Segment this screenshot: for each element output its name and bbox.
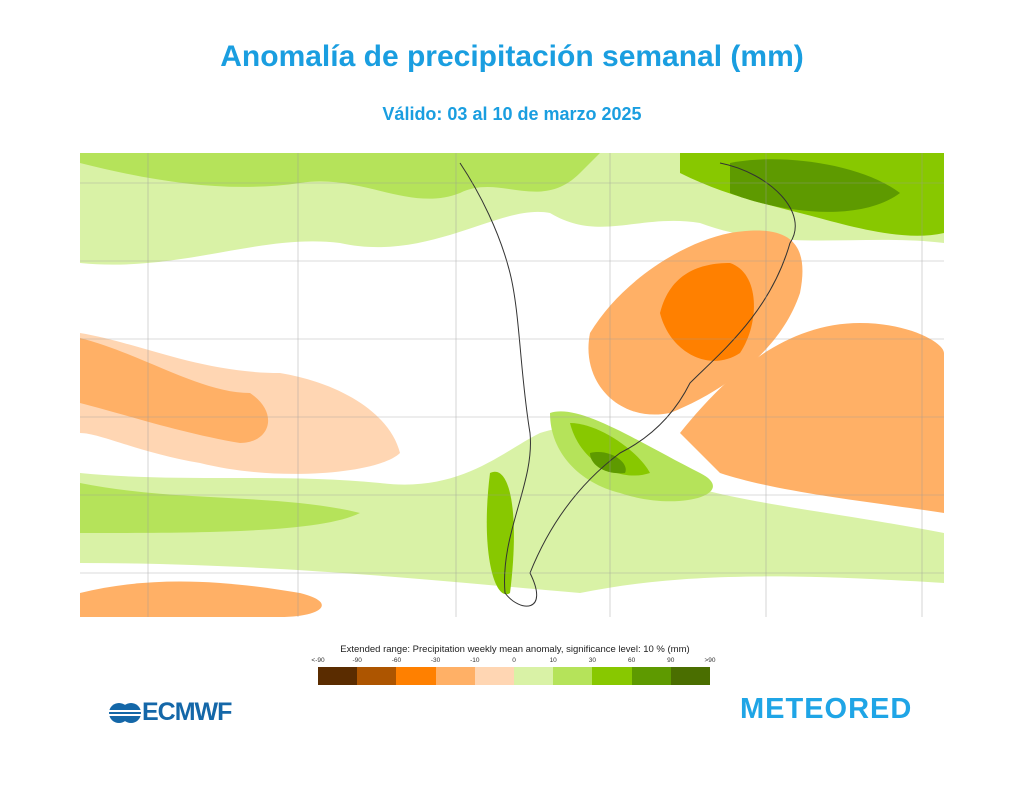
anomaly-fields [80,153,944,617]
legend-tick: >90 [704,657,716,664]
legend-tick: 90 [667,657,675,664]
page-subtitle: Válido: 03 al 10 de marzo 2025 [382,104,642,124]
legend-swatch [670,667,711,685]
legend-tick: 60 [627,657,636,664]
north-green-mid [80,153,600,199]
legend-title: Extended range: Precipitation weekly mea… [340,644,690,655]
atlantic-orange [680,323,944,513]
legend-swatch [435,667,475,685]
ecmwf-logo: ECMWF [108,698,232,727]
legend-tick: <-90 [311,657,325,664]
legend-swatch [357,667,397,685]
legend-tick: -90 [352,657,362,664]
precipitation-anomaly-map [80,153,944,617]
legend-swatch [318,667,358,685]
legend-swatch [592,667,632,685]
brazil-dark-green [730,159,900,212]
grid-lines [80,153,944,617]
page-title: Anomalía de precipitación semanal (mm) [220,40,804,73]
legend-swatch [631,667,671,685]
legend-color-bar [318,667,711,685]
southern-orange [80,581,322,617]
legend-tick: 30 [588,657,597,664]
legend-tick: -60 [391,657,402,664]
ecmwf-logo-icon [108,702,142,723]
meteored-logo: METEORED [740,693,913,725]
legend-tick: 0 [512,657,516,664]
legend-tick: 10 [549,657,557,664]
south-green-mid [80,483,360,533]
legend-tick: -30 [430,657,441,664]
brazil-orange [660,263,754,361]
legend-swatch [396,667,436,685]
legend-swatch [474,667,515,685]
legend-tick: -10 [470,657,480,664]
patagonia-green [486,471,514,595]
ecmwf-logo-text: ECMWF [142,698,232,726]
legend-swatch [553,667,593,685]
legend-swatch [514,667,554,685]
legend-ticks: <-90 -90 -60 -30 -10 0 10 30 60 90 >90 [311,657,715,667]
